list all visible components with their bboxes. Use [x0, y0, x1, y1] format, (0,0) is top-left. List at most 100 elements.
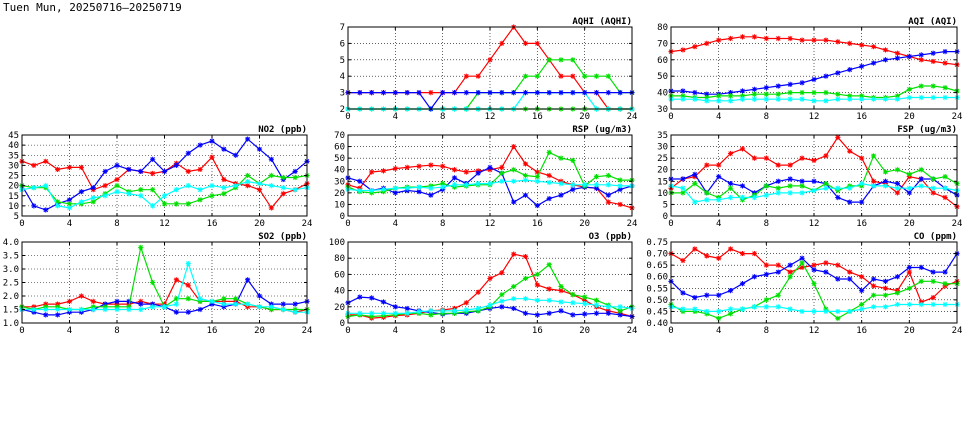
no2-data-point — [90, 195, 96, 201]
aqi-data-point — [799, 96, 805, 102]
so2-data-point — [256, 304, 263, 310]
co-data-point — [906, 285, 912, 291]
aqi-data-point — [727, 93, 734, 99]
no2-data-point — [161, 201, 168, 207]
no2-data-point — [114, 162, 120, 168]
o3-data-point — [570, 292, 576, 298]
no2-data-point — [90, 199, 96, 205]
aqi-data-point — [775, 83, 781, 89]
no2-data-point — [126, 166, 132, 173]
aqi-x-tick-label: 16 — [856, 112, 867, 122]
fsp-data-point — [799, 178, 805, 184]
fsp-data-point — [799, 155, 805, 161]
fsp-data-point — [811, 157, 817, 164]
aqi-data-point — [716, 93, 722, 99]
aqhi-data-point — [487, 90, 493, 96]
fsp-x-tick-label: 8 — [764, 219, 769, 229]
aqi-data-point — [859, 42, 865, 48]
so2-data-point — [114, 298, 120, 304]
aqi-data-point — [680, 96, 686, 102]
co-data-point — [680, 257, 686, 264]
co-y-tick-label: 0.70 — [646, 250, 668, 260]
so2-data-point — [292, 309, 298, 315]
o3-x-tick-label: 0 — [345, 326, 350, 336]
fsp-data-point — [727, 194, 734, 201]
aqi-data-point — [704, 98, 710, 104]
fsp-data-point — [823, 181, 829, 187]
no2-chart-title: NO2 (ppb) — [258, 125, 307, 135]
aqi-data-point — [680, 93, 686, 99]
fsp-data-point — [835, 185, 841, 191]
fsp-data-point — [680, 176, 686, 182]
so2-chart-title: SO2 (ppb) — [258, 232, 307, 242]
fsp-data-point — [823, 153, 829, 159]
co-data-point — [906, 269, 912, 275]
aqhi-data-point — [487, 57, 493, 63]
o3-data-point — [369, 310, 375, 316]
no2-data-point — [31, 162, 37, 168]
aqi-data-point — [775, 96, 781, 102]
aqhi-data-point — [570, 57, 576, 63]
rsp-x-tick-label: 0 — [345, 219, 350, 229]
no2-x-tick-label: 4 — [67, 219, 72, 229]
co-data-point — [811, 262, 817, 268]
fsp-data-point — [894, 185, 901, 191]
o3-data-point — [558, 308, 564, 314]
no2-data-point — [126, 191, 132, 197]
aqi-data-point — [942, 94, 948, 101]
rsp-data-point — [534, 174, 540, 180]
rsp-data-point — [499, 164, 505, 170]
rsp-data-point — [463, 182, 469, 188]
o3-chart: 0 4 8 12 16 20 24 0 20 40 60 80 100 O3 (ppb) — [329, 232, 638, 336]
o3-y-tick-label: 20 — [334, 303, 345, 313]
rsp-data-point — [380, 168, 387, 174]
so2-data-point — [138, 244, 144, 250]
fsp-data-point — [716, 162, 722, 168]
so2-data-point — [102, 304, 108, 310]
so2-y-tick-label: 1.5 — [3, 306, 19, 316]
rsp-data-point — [511, 199, 517, 205]
rsp-data-point — [357, 187, 363, 194]
o3-data-point — [380, 310, 387, 316]
rsp-data-point — [617, 183, 623, 189]
aqhi-data-point — [593, 73, 600, 79]
no2-data-point — [280, 191, 286, 197]
no2-data-point — [221, 176, 227, 183]
fsp-data-point — [906, 190, 912, 196]
o3-data-point — [369, 313, 375, 320]
fsp-y-tick-label: 5 — [663, 200, 668, 210]
no2-data-point — [292, 168, 298, 175]
so2-x-tick-label: 12 — [159, 326, 170, 336]
o3-data-point — [511, 296, 517, 302]
no2-data-point — [43, 158, 49, 164]
no2-data-point — [185, 183, 191, 189]
aqi-data-point — [942, 85, 948, 91]
o3-data-point — [369, 295, 375, 301]
aqhi-data-point — [511, 90, 517, 96]
o3-y-tick-label: 0 — [340, 319, 345, 329]
fsp-data-point — [751, 194, 758, 201]
o3-data-point — [440, 308, 446, 314]
so2-data-point — [185, 282, 191, 288]
aqi-data-point — [751, 96, 758, 102]
co-data-point — [859, 306, 865, 312]
co-data-point — [751, 304, 758, 310]
aqi-data-point — [775, 91, 781, 97]
aqhi-x-tick-label: 0 — [345, 112, 350, 122]
o3-data-point — [499, 298, 505, 304]
aqhi-data-point — [605, 90, 611, 96]
so2-data-point — [31, 304, 37, 310]
so2-data-point — [66, 306, 73, 313]
aqi-data-point — [739, 93, 746, 99]
aqi-data-point — [716, 98, 722, 104]
no2-data-point — [185, 201, 191, 207]
aqi-data-point — [930, 58, 936, 65]
aqi-data-point — [930, 94, 936, 101]
aqhi-y-tick-label: 6 — [340, 39, 345, 49]
co-data-point — [775, 262, 781, 268]
co-data-point — [727, 288, 734, 294]
no2-data-point — [161, 193, 168, 199]
aqhi-data-point — [534, 73, 540, 79]
so2-y-tick-label: 2.0 — [3, 292, 19, 302]
